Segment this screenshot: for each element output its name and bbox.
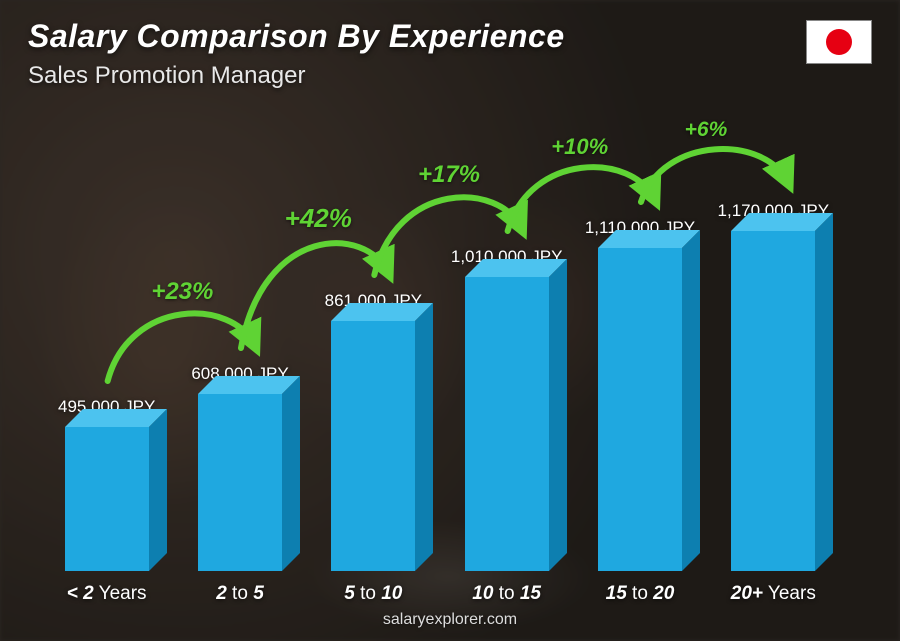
bar: [198, 394, 282, 571]
bar: [331, 321, 415, 571]
bar-column: 1,170,000 JPY20+ Years: [707, 100, 840, 571]
bar-column: 608,000 JPY2 to 5: [173, 100, 306, 571]
category-label: 20+ Years: [731, 583, 816, 605]
bar: [465, 277, 549, 571]
bar-column: 1,110,000 JPY15 to 20: [573, 100, 706, 571]
category-label: 15 to 20: [606, 583, 675, 605]
bar-front: [731, 231, 815, 571]
bar: [65, 427, 149, 571]
category-label: < 2 Years: [67, 583, 147, 605]
content-layer: Salary Comparison By Experience Sales Pr…: [0, 0, 900, 641]
bar-chart: 495,000 JPY< 2 Years608,000 JPY2 to 5861…: [40, 100, 840, 571]
bar-side: [549, 259, 567, 571]
bar-side: [149, 409, 167, 571]
bar-column: 495,000 JPY< 2 Years: [40, 100, 173, 571]
bar-side: [815, 213, 833, 571]
bar: [598, 248, 682, 571]
bar: [731, 231, 815, 571]
bar-front: [598, 248, 682, 571]
growth-percent-label: +23%: [151, 278, 213, 306]
growth-percent-label: +17%: [418, 161, 480, 189]
chart-title: Salary Comparison By Experience: [28, 18, 565, 55]
chart-subtitle: Sales Promotion Manager: [28, 62, 305, 90]
growth-percent-label: +6%: [685, 118, 728, 142]
bar-front: [65, 427, 149, 571]
category-label: 2 to 5: [216, 583, 264, 605]
category-label: 10 to 15: [472, 583, 541, 605]
country-flag-japan: [806, 20, 872, 64]
bar-front: [198, 394, 282, 571]
bar-front: [465, 277, 549, 571]
flag-circle-icon: [826, 29, 852, 55]
footer-attribution: salaryexplorer.com: [0, 611, 900, 629]
growth-percent-label: +42%: [285, 203, 352, 234]
bar-side: [682, 230, 700, 571]
growth-percent-label: +10%: [551, 134, 608, 160]
bar-side: [415, 303, 433, 571]
bar-side: [282, 376, 300, 571]
bar-front: [331, 321, 415, 571]
category-label: 5 to 10: [344, 583, 402, 605]
